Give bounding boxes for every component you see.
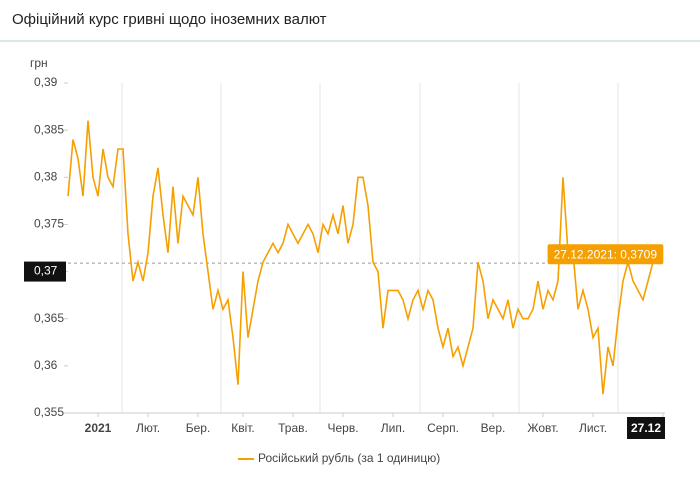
chart: грн 0,355 0,36 0,365 0,37 0,375 0,38 0,385 0,39…	[24, 56, 665, 465]
header-title: Офіційний курс гривні щодо іноземних вал…	[0, 0, 700, 42]
x-tick-label: Трав.	[278, 421, 308, 435]
x-tick-label: 2021	[85, 421, 112, 435]
x-tick-label: Черв.	[327, 421, 358, 435]
x-tick-highlight	[627, 417, 665, 439]
x-tick-label: Лист.	[579, 421, 607, 435]
y-tick-label: 0,385	[34, 122, 64, 136]
x-tick-label: Бер.	[186, 421, 211, 435]
x-tick-label: Квіт.	[231, 421, 255, 435]
x-tick-label: Серп.	[427, 421, 459, 435]
y-tick-label: 0,36	[34, 358, 58, 372]
y-tick-label: 0,375	[34, 217, 64, 231]
x-tick-label: Лип.	[381, 421, 405, 435]
x-tick-label: Лют.	[136, 421, 160, 435]
tooltip-box	[547, 244, 664, 265]
grid	[121, 83, 619, 413]
x-tick-label: 27.12	[631, 421, 661, 435]
line	[67, 120, 664, 395]
y-tick-label: 0,365	[34, 311, 64, 325]
x-tick-label: Жовт.	[527, 421, 558, 435]
y-tick-label: 0,38	[34, 169, 58, 183]
y-tick-label: 0,355	[34, 405, 64, 419]
y-tick-highlight	[24, 261, 66, 282]
x-tick-label: Вер.	[481, 421, 506, 435]
y-tick-label: 0,37	[34, 264, 58, 278]
tooltip: 27.12.2021: 0,3709	[554, 247, 658, 261]
y-axis-label: грн	[30, 56, 48, 70]
y-tick-label: 0,39	[34, 75, 58, 89]
legend-label: Російський рубль (за 1 одиницю)	[258, 451, 440, 465]
